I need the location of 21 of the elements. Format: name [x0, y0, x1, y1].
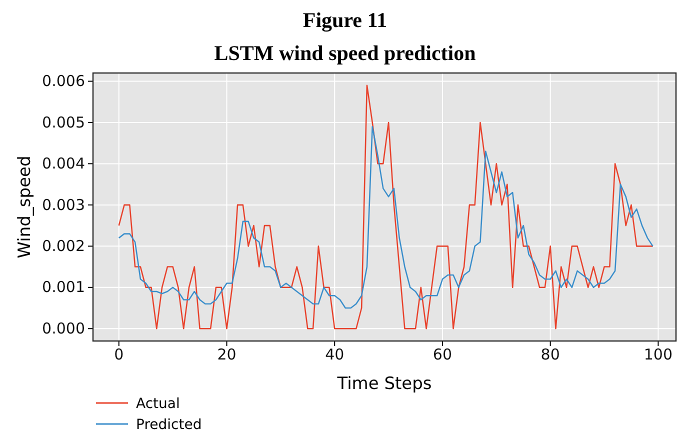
y-tick-label: 0.006 [42, 72, 85, 90]
chart-title: Figure 11 [302, 8, 388, 32]
x-axis-title: Time Steps [336, 374, 432, 394]
y-tick-label: 0.005 [42, 113, 85, 132]
y-tick-label: 0.000 [42, 319, 85, 338]
y-axis-title: Wind_speed [15, 156, 35, 258]
legend-label: Predicted [136, 417, 202, 433]
y-tick-label: 0.003 [42, 196, 85, 214]
y-tick-label: 0.001 [42, 278, 85, 296]
x-tick-label: 80 [540, 346, 560, 364]
chart-subtitle: LSTM wind speed prediction [214, 41, 476, 65]
x-tick-label: 0 [114, 346, 124, 364]
line-series [118, 126, 654, 309]
x-tick-label: 40 [325, 346, 344, 364]
x-tick-label: 20 [217, 346, 236, 364]
legend-label: Actual [136, 396, 180, 412]
y-tick-label: 0.002 [42, 236, 85, 255]
x-tick-label: 100 [644, 346, 673, 364]
x-tick-label: 60 [432, 346, 452, 364]
line-series [118, 84, 654, 330]
y-tick-label: 0.004 [42, 154, 85, 173]
